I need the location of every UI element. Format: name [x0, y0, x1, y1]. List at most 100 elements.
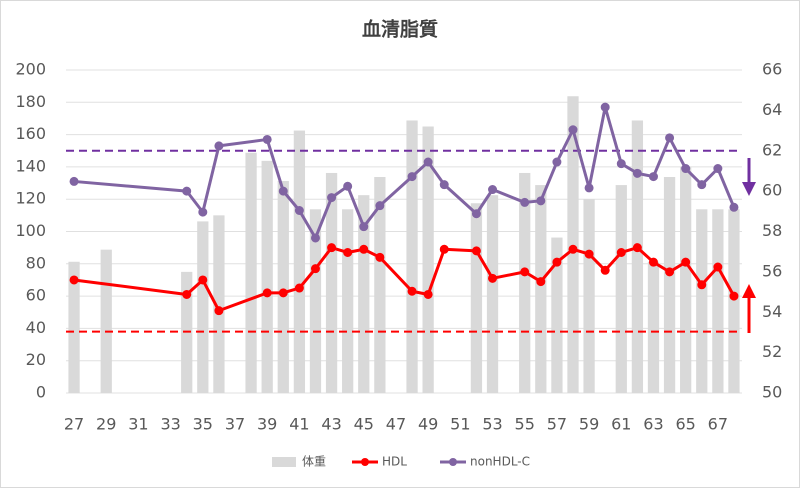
x-tick-label: 49 [418, 415, 438, 434]
x-tick-label: 55 [515, 415, 535, 434]
marker [600, 102, 610, 112]
y2-tick-label: 64 [762, 100, 782, 119]
bar [197, 221, 209, 393]
marker [584, 183, 594, 193]
marker [262, 288, 272, 298]
bar [342, 209, 354, 393]
y-tick-label: 100 [15, 221, 46, 240]
bar [647, 261, 660, 393]
x-tick-label: 59 [579, 415, 599, 434]
marker [600, 265, 610, 275]
marker [568, 244, 578, 254]
x-tick-label: 53 [482, 415, 502, 434]
marker [584, 249, 594, 259]
marker [198, 207, 208, 217]
marker [278, 288, 288, 298]
marker [294, 206, 304, 216]
marker [182, 289, 192, 299]
marker [327, 243, 337, 253]
x-tick-label: 47 [386, 415, 406, 434]
marker [552, 157, 562, 167]
y-tick-label: 60 [26, 286, 46, 305]
bar [325, 172, 338, 393]
bar [277, 181, 289, 393]
marker [262, 134, 272, 144]
bar [615, 185, 627, 393]
marker [423, 289, 433, 299]
x-tick-label: 65 [675, 415, 695, 434]
bar [422, 126, 434, 394]
x-tick-label: 27 [64, 415, 84, 434]
marker [69, 176, 79, 186]
marker [697, 280, 707, 290]
marker [407, 286, 417, 296]
x-tick-label: 29 [96, 415, 116, 434]
x-tick-label: 57 [547, 415, 567, 434]
marker [729, 202, 739, 212]
marker [616, 159, 626, 169]
legend-label: nonHDL-C [470, 455, 530, 469]
x-tick-label: 35 [193, 415, 213, 434]
bar [100, 249, 112, 393]
bar [293, 130, 306, 393]
marker [214, 306, 224, 316]
marker [407, 172, 417, 182]
marker [552, 257, 562, 267]
x-tick-label: 61 [611, 415, 631, 434]
x-tick-label: 63 [643, 415, 663, 434]
y-tick-label: 160 [15, 124, 46, 143]
marker [632, 243, 642, 253]
marker [310, 233, 320, 243]
marker [214, 141, 224, 151]
bar [374, 176, 386, 393]
y2-tick-label: 52 [762, 342, 782, 361]
y2-tick-label: 50 [762, 383, 782, 402]
marker [471, 246, 481, 256]
legend-label: 体重 [302, 455, 326, 469]
y-tick-label: 120 [15, 189, 46, 208]
marker [632, 168, 642, 178]
y2-tick-label: 60 [762, 181, 782, 200]
bar [631, 120, 644, 393]
marker [665, 267, 675, 277]
bar [551, 237, 563, 393]
marker [713, 164, 723, 174]
y-tick-label: 140 [15, 156, 46, 175]
legend-swatch [272, 457, 296, 467]
marker [520, 267, 530, 277]
x-tick-label: 33 [160, 415, 180, 434]
marker [536, 277, 546, 287]
marker [294, 283, 304, 293]
bar [68, 261, 80, 393]
marker [681, 164, 691, 174]
bar [309, 209, 322, 393]
marker [375, 201, 385, 211]
bar [261, 160, 273, 393]
legend-marker [449, 458, 457, 466]
marker [616, 247, 626, 257]
bar [358, 195, 370, 393]
x-tick-label: 43 [321, 415, 341, 434]
x-tick-label: 31 [128, 415, 148, 434]
y-tick-label: 40 [26, 318, 46, 337]
marker [359, 244, 369, 254]
marker [536, 196, 546, 206]
y-tick-label: 20 [26, 350, 46, 369]
marker [520, 197, 530, 207]
marker [198, 275, 208, 285]
x-tick-label: 67 [708, 415, 728, 434]
bar [680, 166, 692, 393]
legend-label: HDL [382, 455, 407, 469]
bar [486, 195, 499, 393]
bar [535, 185, 547, 393]
marker [713, 262, 723, 272]
marker [278, 186, 288, 196]
chart-title: 血清脂質 [362, 18, 438, 41]
marker [69, 275, 79, 285]
marker [327, 193, 337, 203]
marker [648, 257, 658, 267]
marker [359, 222, 369, 232]
marker [343, 247, 353, 257]
bar [519, 172, 531, 393]
